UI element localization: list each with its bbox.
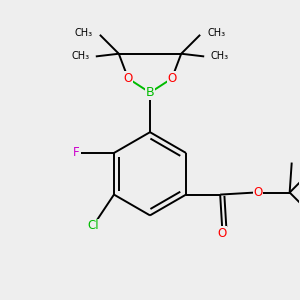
Text: O: O	[218, 227, 227, 240]
Text: CH₃: CH₃	[74, 28, 92, 38]
Text: B: B	[146, 86, 154, 99]
Text: O: O	[167, 72, 176, 85]
Text: F: F	[73, 146, 80, 160]
Text: CH₃: CH₃	[211, 51, 229, 62]
Text: Cl: Cl	[87, 219, 99, 232]
Text: CH₃: CH₃	[71, 51, 89, 62]
Text: CH₃: CH₃	[208, 28, 226, 38]
Text: O: O	[124, 72, 133, 85]
Text: O: O	[253, 186, 262, 199]
